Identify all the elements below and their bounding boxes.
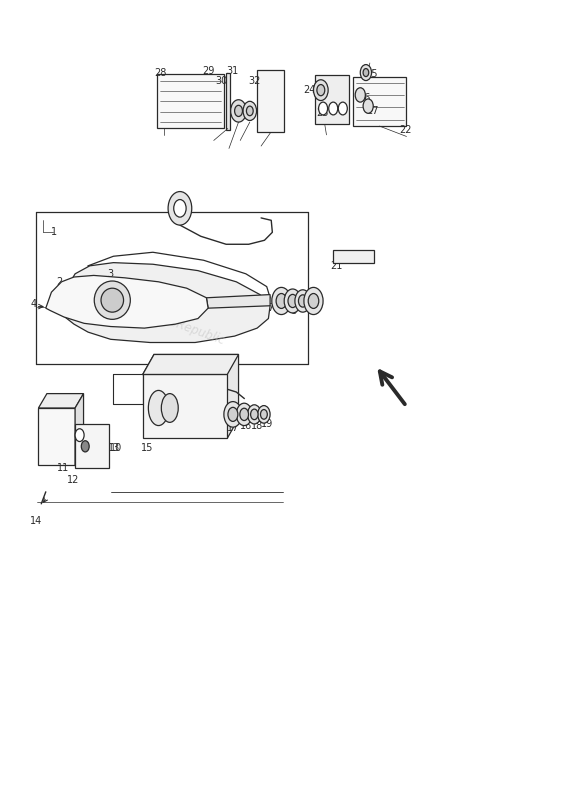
Circle shape <box>329 102 338 115</box>
Text: 26: 26 <box>358 93 371 103</box>
Polygon shape <box>62 262 270 342</box>
Circle shape <box>276 294 286 309</box>
Polygon shape <box>75 394 84 466</box>
Circle shape <box>295 290 311 312</box>
Ellipse shape <box>162 394 178 422</box>
Circle shape <box>75 429 84 442</box>
Text: 13: 13 <box>108 443 121 453</box>
Circle shape <box>308 294 319 309</box>
Circle shape <box>224 402 242 427</box>
Circle shape <box>272 287 291 314</box>
Circle shape <box>251 409 258 420</box>
Polygon shape <box>46 275 208 328</box>
Ellipse shape <box>101 288 124 312</box>
Bar <box>315 75 349 125</box>
Circle shape <box>363 99 373 114</box>
Text: 32: 32 <box>248 75 260 86</box>
Circle shape <box>363 69 369 77</box>
Text: 5: 5 <box>130 279 136 290</box>
Circle shape <box>240 408 249 421</box>
Text: 25: 25 <box>366 69 378 79</box>
Circle shape <box>284 289 301 313</box>
Text: 22: 22 <box>399 125 412 135</box>
Circle shape <box>236 403 252 426</box>
Circle shape <box>260 410 267 419</box>
Circle shape <box>168 191 192 225</box>
Circle shape <box>317 85 325 96</box>
Bar <box>333 250 374 262</box>
Text: 3: 3 <box>107 269 114 279</box>
Bar <box>257 70 284 133</box>
Text: 6: 6 <box>280 288 285 298</box>
Text: 17: 17 <box>227 423 239 433</box>
Polygon shape <box>143 354 238 438</box>
Text: 24: 24 <box>303 85 316 95</box>
Bar <box>226 73 229 130</box>
Ellipse shape <box>94 281 131 319</box>
Circle shape <box>355 88 366 102</box>
Bar <box>353 77 406 126</box>
Ellipse shape <box>149 390 168 426</box>
Text: 29: 29 <box>202 66 214 76</box>
Text: 15: 15 <box>141 443 154 453</box>
Polygon shape <box>143 354 238 374</box>
Bar <box>158 74 224 129</box>
Circle shape <box>81 441 89 452</box>
Text: 11: 11 <box>56 463 69 473</box>
Text: 31: 31 <box>227 66 239 76</box>
Text: PartsRepublic: PartsRepublic <box>146 308 227 348</box>
Circle shape <box>304 287 323 314</box>
Text: 7: 7 <box>267 303 273 313</box>
Text: 21: 21 <box>330 261 342 271</box>
Circle shape <box>231 100 246 122</box>
Circle shape <box>314 80 328 101</box>
Circle shape <box>288 294 297 307</box>
Circle shape <box>246 106 253 116</box>
Circle shape <box>319 102 328 115</box>
Text: 30: 30 <box>215 75 228 86</box>
Polygon shape <box>206 294 270 308</box>
Text: 14: 14 <box>29 516 42 526</box>
Text: 10: 10 <box>110 443 123 453</box>
Text: 16: 16 <box>240 421 252 430</box>
Circle shape <box>258 406 270 423</box>
Text: 8: 8 <box>291 306 297 315</box>
Text: 2: 2 <box>56 277 63 287</box>
Text: 18: 18 <box>251 421 263 430</box>
Text: 4: 4 <box>31 299 37 309</box>
Circle shape <box>360 65 372 81</box>
Circle shape <box>228 407 238 422</box>
Circle shape <box>243 102 257 121</box>
Text: 28: 28 <box>154 67 166 78</box>
Text: 20: 20 <box>173 199 185 210</box>
Circle shape <box>234 106 242 117</box>
Circle shape <box>173 199 186 217</box>
Circle shape <box>247 405 261 424</box>
Bar <box>38 408 75 466</box>
Text: 1: 1 <box>51 227 57 238</box>
Text: 19: 19 <box>261 419 273 429</box>
Text: 23: 23 <box>316 107 328 118</box>
Circle shape <box>298 295 307 307</box>
Bar <box>75 424 109 468</box>
Circle shape <box>338 102 347 115</box>
Text: 12: 12 <box>67 475 79 485</box>
Text: 27: 27 <box>367 106 379 116</box>
Bar <box>143 374 227 438</box>
Text: 9: 9 <box>312 306 318 315</box>
Polygon shape <box>38 394 84 408</box>
